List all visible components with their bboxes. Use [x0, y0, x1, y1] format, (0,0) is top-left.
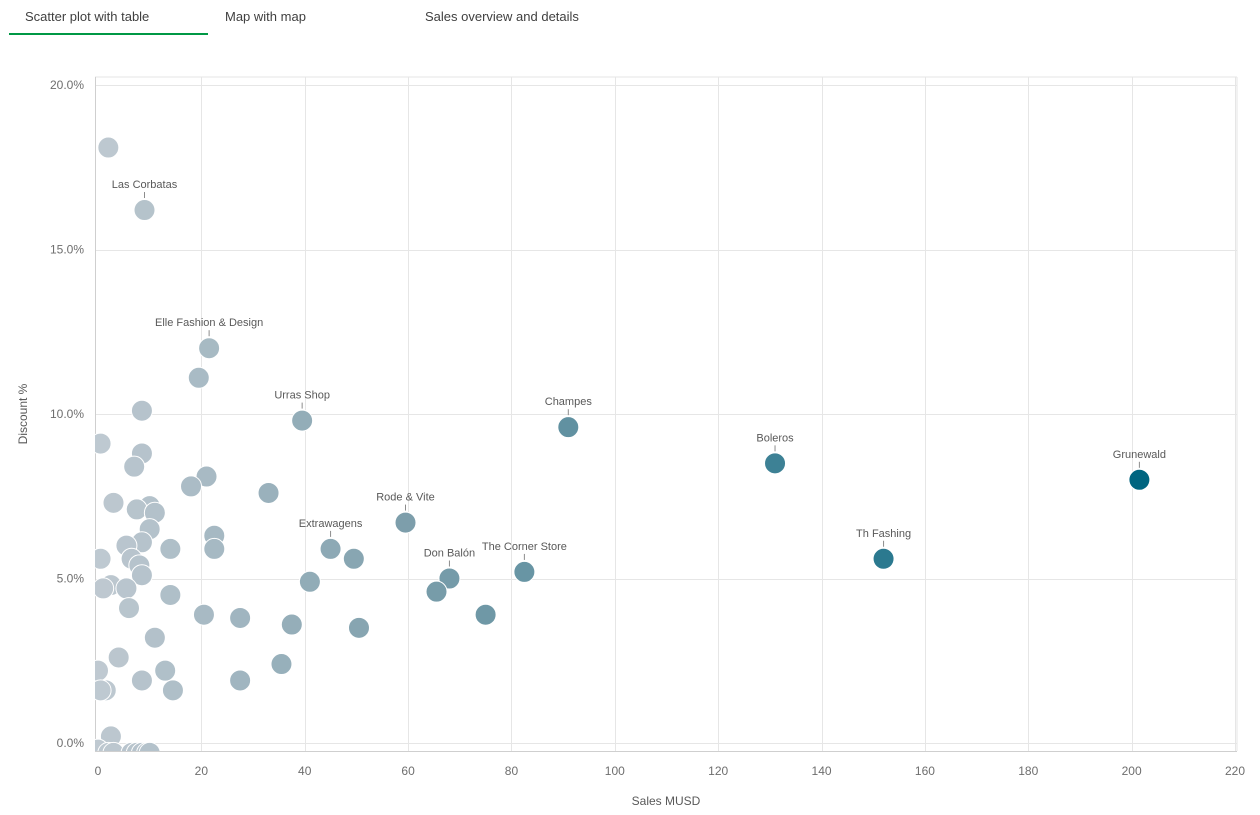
y-axis-title: Discount %	[16, 383, 30, 444]
x-axis-title: Sales MUSD	[632, 794, 701, 808]
data-point[interactable]	[102, 741, 125, 763]
data-point[interactable]	[130, 399, 153, 422]
x-tick-label: 0	[95, 764, 102, 778]
grid-lines	[95, 76, 1238, 751]
data-point[interactable]	[195, 465, 218, 488]
point-label: Champes	[545, 396, 593, 408]
data-point[interactable]	[557, 416, 580, 439]
x-tick-label: 200	[1122, 764, 1142, 778]
data-point[interactable]	[474, 603, 497, 626]
data-point[interactable]	[342, 547, 365, 570]
data-point[interactable]	[203, 537, 226, 560]
point-label: The Corner Store	[482, 541, 567, 553]
data-point[interactable]	[1128, 468, 1151, 491]
data-point[interactable]	[159, 537, 182, 560]
data-point[interactable]	[192, 603, 215, 626]
data-point[interactable]	[513, 560, 536, 583]
x-tick-label: 140	[812, 764, 832, 778]
point-label: Extrawagens	[299, 518, 363, 530]
points-group	[88, 136, 1151, 763]
point-label: Rode & Vite	[376, 492, 435, 504]
data-point[interactable]	[425, 580, 448, 603]
data-point[interactable]	[138, 741, 161, 763]
x-tick-label: 220	[1225, 764, 1245, 778]
data-point[interactable]	[133, 199, 156, 222]
point-label: Urras Shop	[274, 390, 330, 402]
data-point[interactable]	[257, 481, 280, 504]
data-point[interactable]	[270, 653, 293, 676]
data-point[interactable]	[291, 409, 314, 432]
axes	[95, 77, 1237, 752]
data-point[interactable]	[229, 606, 252, 629]
data-point[interactable]	[154, 659, 177, 682]
data-point[interactable]	[90, 679, 112, 702]
data-point[interactable]	[123, 455, 146, 478]
data-point[interactable]	[90, 547, 112, 570]
tab-scatter-plot-with-table[interactable]: Scatter plot with table	[25, 9, 150, 24]
x-tick-label: 40	[298, 764, 312, 778]
x-tick-label: 100	[605, 764, 625, 778]
x-tick-label: 80	[505, 764, 519, 778]
data-point[interactable]	[319, 537, 342, 560]
data-point[interactable]	[764, 452, 787, 475]
point-label: Don Balón	[424, 548, 475, 560]
sheet-tabs: Scatter plot with table Map with map Sal…	[0, 0, 1260, 36]
data-point[interactable]	[198, 337, 221, 360]
data-point[interactable]	[394, 511, 417, 534]
data-point[interactable]	[115, 577, 138, 600]
tab-sales-overview-and-details[interactable]: Sales overview and details	[425, 9, 579, 24]
y-tick-label: 10.0%	[50, 407, 84, 421]
data-point[interactable]	[159, 583, 182, 606]
data-point[interactable]	[102, 491, 125, 514]
x-tick-label: 120	[708, 764, 728, 778]
data-point[interactable]	[161, 679, 184, 702]
scatter-chart[interactable]: 0 20 40 60 80 100 120 140 160 180 200 220 0.0% 5.0% 10…	[0, 40, 1260, 815]
data-point[interactable]	[229, 669, 252, 692]
data-point[interactable]	[118, 597, 141, 620]
y-tick-label: 5.0%	[57, 572, 85, 586]
x-tick-label: 20	[195, 764, 209, 778]
point-labels: Las Corbatas Elle Fashion & Design Urras S…	[112, 179, 1166, 567]
point-label: Elle Fashion & Design	[155, 317, 263, 329]
point-label: Las Corbatas	[112, 179, 178, 191]
point-label: Boleros	[756, 432, 794, 444]
data-point[interactable]	[280, 613, 303, 636]
x-tick-label: 160	[915, 764, 935, 778]
point-label: Th Fashing	[856, 528, 911, 540]
y-tick-label: 20.0%	[50, 78, 84, 92]
data-point[interactable]	[298, 570, 321, 593]
data-point[interactable]	[143, 626, 166, 649]
x-tick-label: 180	[1018, 764, 1038, 778]
data-points[interactable]	[88, 136, 1151, 763]
y-tick-label: 15.0%	[50, 243, 84, 257]
point-label: Grunewald	[1113, 449, 1166, 461]
data-point[interactable]	[107, 646, 130, 669]
active-tab-indicator	[9, 33, 208, 35]
y-tick-label: 0.0%	[57, 736, 85, 750]
data-point[interactable]	[88, 659, 109, 682]
data-point[interactable]	[347, 616, 370, 639]
tab-map-with-map[interactable]: Map with map	[225, 9, 306, 24]
data-point[interactable]	[130, 564, 153, 587]
data-point[interactable]	[438, 567, 461, 590]
data-point[interactable]	[90, 432, 112, 455]
data-point[interactable]	[125, 498, 148, 521]
data-point[interactable]	[180, 475, 203, 498]
tick-labels: 0 20 40 60 80 100 120 140 160 180 200 220 0.0% 5.0% 10…	[50, 78, 1245, 778]
x-tick-label: 60	[401, 764, 415, 778]
data-point[interactable]	[872, 547, 895, 570]
data-point[interactable]	[93, 577, 115, 600]
data-point[interactable]	[97, 136, 120, 159]
data-point[interactable]	[187, 366, 210, 389]
data-point[interactable]	[130, 669, 153, 692]
